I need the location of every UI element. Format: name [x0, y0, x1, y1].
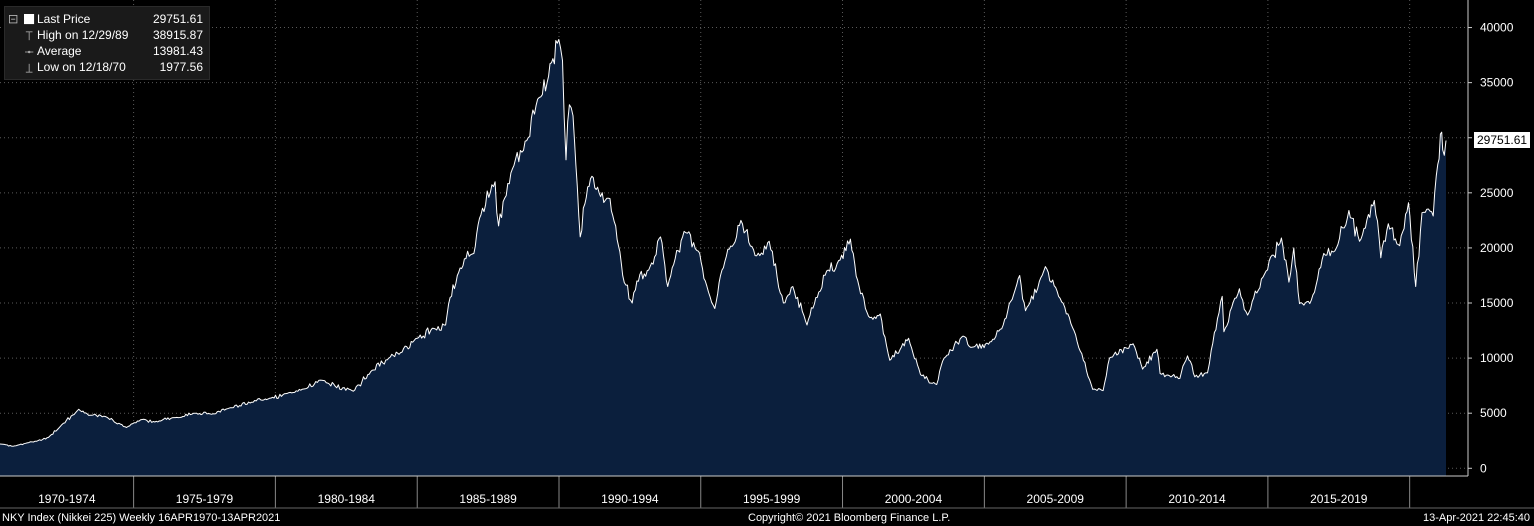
legend-row-average: Average 13981.43 [5, 44, 209, 60]
legend-high-label: High on 12/29/89 [37, 28, 129, 42]
axes: 0500010000150002000025000300003500040000… [0, 0, 1534, 509]
legend-low-label: Low on 12/18/70 [37, 60, 126, 74]
x-category-label-1990-1994: 1990-1994 [601, 492, 659, 506]
legend-low-value: 1977.56 [159, 60, 203, 74]
x-category-label-1980-1984: 1980-1984 [318, 492, 376, 506]
legend-average-value: 13981.43 [152, 44, 203, 58]
price-area-fill [0, 39, 1446, 476]
y-tick-label-35000: 35000 [1480, 76, 1514, 90]
x-category-label-1970-1974: 1970-1974 [38, 492, 96, 506]
x-category-label-2000-2004: 2000-2004 [885, 492, 943, 506]
y-tick-label-25000: 25000 [1480, 186, 1514, 200]
average-marker-icon [25, 50, 34, 54]
last-price-tag: 29751.61 [1474, 132, 1531, 148]
x-category-label-1995-1999: 1995-1999 [743, 492, 801, 506]
footer-ticker-info: NKY Index (Nikkei 225) Weekly 16APR1970-… [2, 512, 281, 524]
y-tick-label-5000: 5000 [1480, 406, 1507, 420]
legend-row-high: High on 12/29/89 38915.87 [5, 28, 209, 44]
price-line [0, 39, 1447, 447]
collapse-box-icon[interactable] [9, 15, 19, 25]
x-category-label-1975-1979: 1975-1979 [176, 492, 234, 506]
footer-copyright: Copyright© 2021 Bloomberg Finance L.P. [748, 512, 951, 524]
series-color-swatch-icon [24, 14, 35, 25]
legend-average-label: Average [37, 44, 82, 58]
legend-high-value: 38915.87 [152, 28, 203, 42]
legend-row-last-price: Last Price 29751.61 [5, 12, 209, 28]
x-category-label-2005-2009: 2005-2009 [1027, 492, 1085, 506]
x-category-label-2010-2014: 2010-2014 [1168, 492, 1226, 506]
legend: Last Price 29751.61 High on 12/29/89 389… [4, 6, 210, 80]
legend-last-price-label: Last Price [37, 12, 91, 26]
high-marker-icon [25, 31, 33, 41]
y-tick-label-15000: 15000 [1480, 296, 1514, 310]
legend-row-low: Low on 12/18/70 1977.56 [5, 60, 209, 76]
y-tick-label-0: 0 [1480, 461, 1487, 475]
series-area [0, 39, 1447, 476]
x-category-label-2015-2019: 2015-2019 [1310, 492, 1368, 506]
low-marker-icon [25, 63, 33, 73]
x-category-label-1985-1989: 1985-1989 [459, 492, 517, 506]
footer-timestamp: 13-Apr-2021 22:45:40 [1422, 512, 1530, 524]
y-tick-label-10000: 10000 [1480, 351, 1514, 365]
legend-last-price-value: 29751.61 [152, 12, 203, 26]
y-tick-label-40000: 40000 [1480, 21, 1514, 35]
y-tick-label-20000: 20000 [1480, 241, 1514, 255]
